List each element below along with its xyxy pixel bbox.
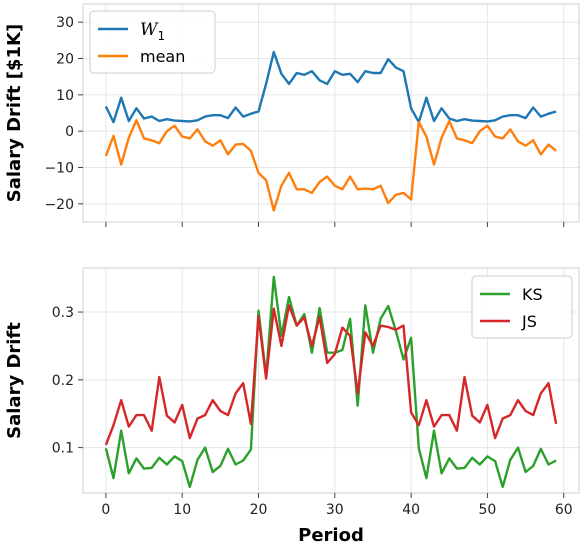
y-tick-label: 0 xyxy=(65,124,74,140)
y-tick-label: 10 xyxy=(56,88,74,104)
bottom-chart: 0 10 20 30 40 50 60 0.1 0.2 0.3 Salary Drift Period… xyxy=(4,267,580,546)
y-axis-label: Salary Drift xyxy=(4,322,25,439)
x-tick-label: 20 xyxy=(250,502,268,518)
y-tick-label: 0.2 xyxy=(52,373,74,389)
y-tick-label: 0.1 xyxy=(52,441,74,457)
series-line-ks xyxy=(104,275,557,489)
legend-label: JS xyxy=(521,312,537,331)
series-line-js xyxy=(104,304,558,446)
legend-label: KS xyxy=(522,285,543,304)
legend: KS JS xyxy=(471,275,573,339)
top-chart: −20 −10 0 10 20 30 Salary Drift [$1K] W1 mean xyxy=(4,3,580,227)
y-tick-label: 30 xyxy=(56,15,74,31)
x-tick-label: 40 xyxy=(402,502,420,518)
y-tick-label: −10 xyxy=(44,161,74,177)
legend-box xyxy=(471,275,573,339)
legend-label: mean xyxy=(140,47,185,66)
x-tick-label: 50 xyxy=(479,502,497,518)
x-axis-label: Period xyxy=(298,525,364,546)
y-tick-label: −20 xyxy=(44,197,74,213)
series-line-mean xyxy=(104,119,557,212)
x-tick-label: 0 xyxy=(101,502,110,518)
legend-label: W1 xyxy=(140,20,165,43)
x-tick-label: 60 xyxy=(555,502,573,518)
legend-box xyxy=(89,10,216,74)
plot-frame xyxy=(82,267,580,494)
y-tick-label: 0.3 xyxy=(52,305,74,321)
y-tick-label: 20 xyxy=(56,52,74,68)
y-axis-label: Salary Drift [$1K] xyxy=(4,24,25,202)
series-line-w xyxy=(104,50,557,124)
legend: W1 mean xyxy=(89,10,216,74)
x-tick-label: 10 xyxy=(173,502,191,518)
x-tick-label: 30 xyxy=(326,502,344,518)
plot-frame xyxy=(82,3,580,223)
